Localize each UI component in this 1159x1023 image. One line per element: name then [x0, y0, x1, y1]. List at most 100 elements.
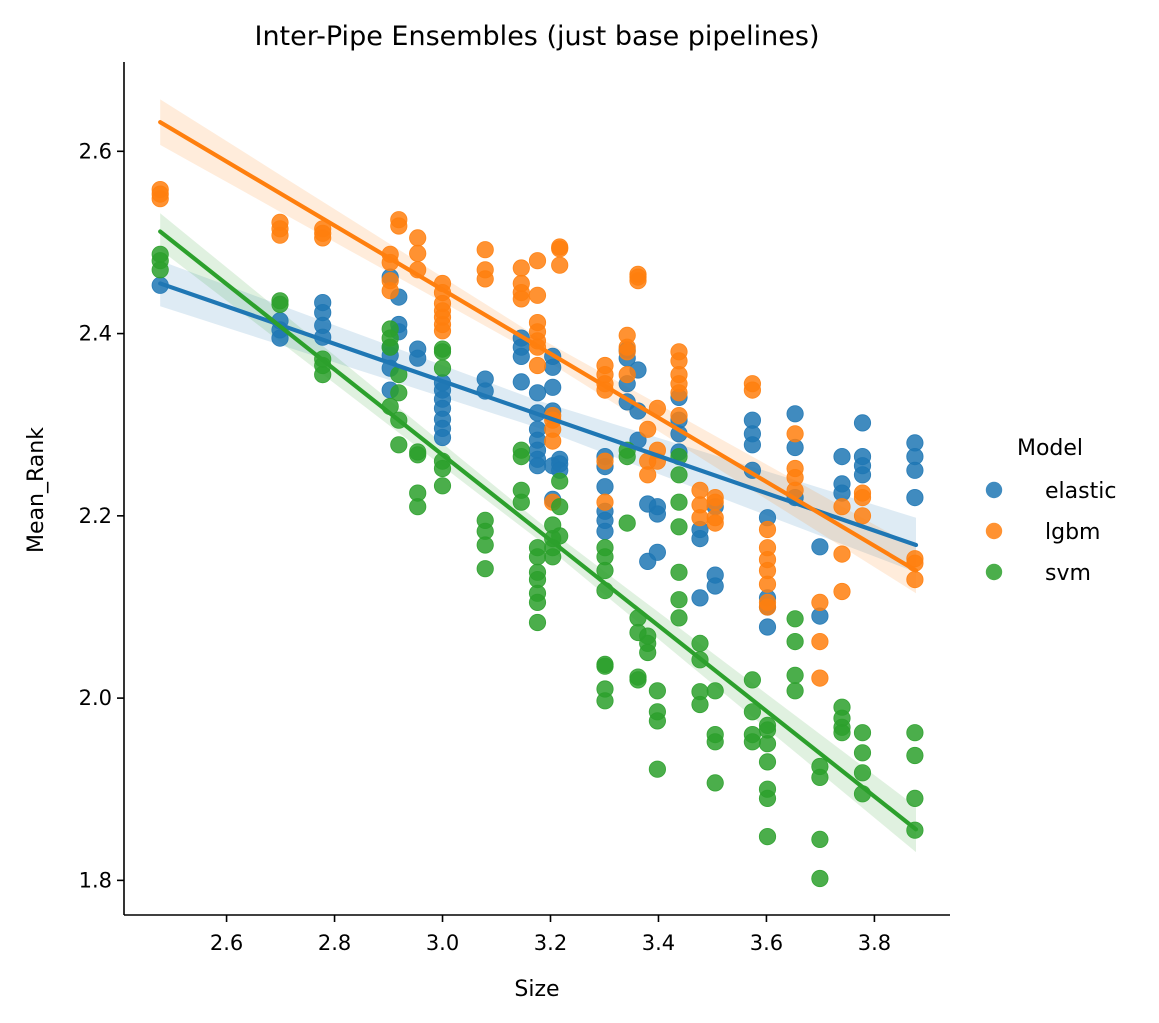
svm-point — [786, 632, 804, 651]
lgbm-point — [639, 420, 657, 438]
svm-point — [433, 459, 452, 478]
lgbm-point — [758, 598, 777, 616]
svm-point — [691, 634, 709, 653]
elastic-point — [409, 349, 427, 367]
svm-point — [706, 733, 724, 751]
svm-point — [433, 343, 452, 361]
svm-point — [743, 671, 762, 689]
elastic-point — [691, 589, 709, 607]
elastic-point — [271, 329, 289, 347]
svm-point — [433, 477, 452, 495]
lgbm-point — [833, 545, 851, 563]
svm-point — [743, 703, 762, 721]
y-tick-label: 2.6 — [79, 139, 112, 163]
plot-area — [151, 99, 924, 888]
elastic-point — [596, 478, 614, 496]
svm-point — [551, 498, 569, 516]
svm-point — [670, 609, 688, 627]
lgbm-legend-marker — [985, 522, 1003, 540]
svm-point — [906, 789, 924, 808]
svm-point — [691, 695, 709, 714]
svm-point — [786, 610, 804, 628]
elastic-point — [853, 414, 872, 432]
svm-point — [758, 789, 777, 808]
svm-point — [596, 561, 614, 580]
svm-point — [512, 447, 530, 466]
lgbm-point — [596, 452, 614, 470]
svm-point — [476, 560, 494, 578]
svm-point — [390, 384, 408, 402]
elastic-legend-marker — [985, 481, 1003, 499]
svm-point — [811, 768, 829, 787]
svm-regression-line — [158, 229, 919, 832]
lgbm-point — [596, 493, 614, 511]
svm-point — [833, 724, 851, 742]
elastic-point — [833, 447, 851, 466]
svm-point — [551, 527, 569, 545]
elastic-point — [528, 384, 547, 402]
x-axis-label: Size — [514, 977, 559, 1002]
lgbm-point — [906, 570, 924, 589]
svm-point — [811, 830, 829, 849]
svm-point — [618, 514, 636, 532]
lgbm-point — [381, 282, 399, 300]
x-tick-label: 3.4 — [642, 931, 675, 955]
lgbm-point — [528, 252, 547, 270]
svm-point — [596, 657, 614, 675]
x-axis-ticks: 2.6 2.8 3.0 3.2 3.4 3.6 3.8 — [210, 915, 891, 955]
svm-point — [786, 682, 804, 700]
svm-point — [906, 724, 924, 742]
svm-point — [648, 712, 667, 730]
svm-point — [629, 671, 647, 689]
svm-point — [544, 548, 562, 566]
elastic-point — [906, 461, 924, 479]
y-tick-label: 2.2 — [79, 504, 112, 528]
lgbm-point — [512, 259, 530, 277]
lgbm-point — [476, 241, 494, 259]
lgbm-point — [618, 343, 636, 361]
svm-point — [512, 493, 530, 511]
elastic-regression-line — [158, 281, 919, 548]
legend: Model elastic lgbm svm — [985, 436, 1116, 586]
elastic-point — [906, 488, 924, 507]
svm-point — [853, 764, 872, 782]
lgbm-point — [758, 520, 777, 539]
x-tick-label: 3.0 — [426, 931, 459, 955]
elastic-point — [706, 577, 724, 595]
elastic-point — [758, 618, 777, 636]
lgbm-point — [151, 190, 169, 208]
lgbm-point — [758, 575, 777, 593]
lgbm-point — [618, 365, 636, 384]
elastic-point — [544, 358, 562, 376]
lgbm-point — [811, 593, 829, 612]
svm-point — [314, 365, 332, 384]
elastic-point — [512, 373, 530, 391]
svm-point — [758, 827, 777, 846]
y-tick-label: 1.8 — [79, 868, 112, 892]
lgbm-point — [314, 229, 332, 247]
svm-point — [151, 261, 169, 279]
svm-point — [811, 869, 829, 888]
lgbm-point — [670, 384, 688, 402]
x-tick-label: 3.2 — [534, 931, 567, 955]
lgbm-point — [512, 290, 530, 308]
svm-point — [409, 446, 427, 464]
svm-legend-marker — [985, 563, 1003, 581]
lgbm-point — [811, 669, 829, 687]
lgbm-point — [706, 514, 724, 532]
svm-point — [670, 493, 688, 511]
regression-lines — [158, 120, 919, 832]
y-axis-label: Mean_Rank — [24, 427, 49, 553]
lgbm-point — [476, 270, 494, 288]
svm-point — [853, 724, 872, 742]
elastic-point — [648, 505, 667, 523]
lgbm-point — [833, 582, 851, 601]
y-axis-ticks: 1.8 2.0 2.2 2.4 2.6 — [79, 139, 124, 892]
x-tick-label: 2.6 — [210, 931, 243, 955]
lgbm-point — [786, 425, 804, 443]
lgbm-point — [743, 381, 762, 399]
svm-point — [528, 548, 547, 566]
lgbm-point — [551, 240, 569, 258]
svm-point — [390, 436, 408, 454]
